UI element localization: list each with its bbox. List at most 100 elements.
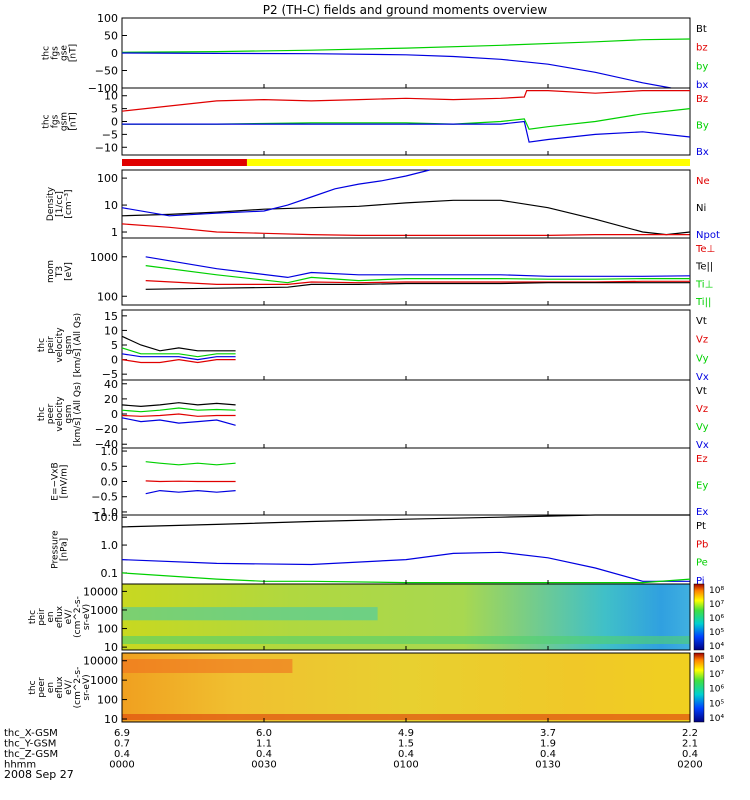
heatmap-band xyxy=(122,636,690,644)
y-axis-label: thc xyxy=(28,610,38,624)
series-line xyxy=(121,407,236,413)
y-axis-label: [nT] xyxy=(69,44,79,62)
y-axis-label: fgs xyxy=(51,46,61,60)
y-axis-label: sr-eV) xyxy=(82,674,92,700)
series-line xyxy=(121,169,430,217)
y-tick-label: −40 xyxy=(95,438,118,451)
y-tick-label: 5 xyxy=(111,103,118,116)
orbit-row-value: 4.9 xyxy=(398,728,414,739)
orbit-row-value: 2.2 xyxy=(682,728,698,739)
series-line xyxy=(121,89,690,112)
colorbar-tick-label: 10⁵ xyxy=(709,699,724,709)
series-line xyxy=(121,413,236,417)
y-axis-label: peer xyxy=(37,677,47,698)
orbit-row-value: 0.4 xyxy=(256,749,272,760)
legend-entry: by xyxy=(696,61,708,72)
y-tick-label: 100 xyxy=(97,694,118,707)
colorbar xyxy=(693,583,705,651)
legend-entry: Vt xyxy=(696,316,707,327)
orbit-row-label: thc_Z-GSM xyxy=(4,749,58,760)
legend-entry: Ne xyxy=(696,176,710,187)
orbit-row-value: 0100 xyxy=(393,760,418,771)
legend-entry: Pe xyxy=(696,558,708,569)
y-tick-label: 100 xyxy=(97,12,118,25)
legend-entry: Ti⊥ xyxy=(695,279,713,290)
y-tick-label: 0.5 xyxy=(101,460,119,473)
colorbar-tick-label: 10⁸ xyxy=(709,655,724,665)
series-line xyxy=(121,551,690,582)
orbit-row-value: 0.4 xyxy=(540,749,556,760)
orbit-row-value: 1.5 xyxy=(398,739,414,750)
heatmap-band xyxy=(122,659,293,673)
panel-mom_temp: 1000 100 mom T3 [eV] Te⊥ Te|| Ti⊥ Ti|| xyxy=(46,237,715,308)
orbit-row-label: hhmm xyxy=(4,760,36,771)
colorbar xyxy=(693,652,705,723)
legend-entry: Vt xyxy=(696,386,707,397)
orbit-row-value: 6.9 xyxy=(114,728,130,739)
series-line xyxy=(121,335,236,352)
orbit-row-value: 0000 xyxy=(109,760,134,771)
legend-entry: Vy xyxy=(696,422,709,433)
y-tick-label: 0 xyxy=(111,47,118,60)
y-axis-label: velocity xyxy=(55,396,65,432)
y-tick-label: −100 xyxy=(88,82,118,95)
panel-frame xyxy=(121,309,691,381)
y-axis-label: [eV] xyxy=(64,262,74,281)
panel-peer_eflux: 10⁸ 10⁷ 10⁶ 10⁵ 10⁴ 10000 1000 100 10 thc peer en ef… xyxy=(28,652,724,726)
legend-entry: Pb xyxy=(696,539,708,550)
orbit-row-value: 0200 xyxy=(677,760,702,771)
legend-entry: bx xyxy=(696,80,708,91)
series-line xyxy=(145,480,236,483)
orbit-annotation: thc_X-GSM 6.9 6.0 4.9 3.7 2.2 thc_Y-GSM 0.7 1.1 1… xyxy=(4,728,703,771)
y-axis-label: en xyxy=(46,611,56,622)
y-axis-label: [km/s] (All Qs) xyxy=(73,382,83,446)
status-bar-red xyxy=(122,159,247,166)
y-axis-label: E=−VxB xyxy=(51,462,61,500)
y-axis-label: sr-eV) xyxy=(82,604,92,630)
panel-peir_eflux: 10⁸ 10⁷ 10⁶ 10⁵ 10⁴ 10000 1000 100 10 thc peir en ef… xyxy=(28,583,724,654)
series-line xyxy=(145,256,691,279)
legend-entry: Vz xyxy=(696,404,708,415)
legend-entry: Npot xyxy=(696,230,720,241)
y-tick-label: 1.0 xyxy=(101,539,119,552)
y-axis-label: eV/ xyxy=(64,609,74,625)
y-axis-label: thc xyxy=(28,680,38,694)
y-axis-label: Density xyxy=(46,186,56,221)
series-line xyxy=(145,282,690,290)
legend-entry: By xyxy=(696,121,709,132)
y-tick-label: 10000 xyxy=(83,585,118,598)
y-tick-label: 0.1 xyxy=(101,567,119,580)
y-axis-label: thc xyxy=(37,338,47,352)
y-axis-label: [cm⁻³] xyxy=(64,189,74,218)
y-axis-label: gsm xyxy=(64,335,74,354)
y-axis-label: eflux xyxy=(55,676,65,699)
colorbar-tick-label: 10⁴ xyxy=(709,642,724,652)
heatmap-band xyxy=(122,607,378,621)
orbit-row-value: 2.1 xyxy=(682,739,698,750)
y-tick-label: 15 xyxy=(104,310,118,323)
legend-entry: Bz xyxy=(696,94,708,105)
status-bar-yellow xyxy=(246,159,690,166)
series-line xyxy=(145,461,236,466)
legend-entry: Ni xyxy=(696,203,706,214)
orbit-row-value: 1.1 xyxy=(256,739,272,750)
orbit-row-value: 0030 xyxy=(251,760,276,771)
y-tick-label: 20 xyxy=(104,393,118,406)
orbit-row-value: 6.0 xyxy=(256,728,272,739)
y-axis-label: fgs xyxy=(51,114,61,128)
y-tick-label: 50 xyxy=(104,30,118,43)
legend-entry: Te⊥ xyxy=(695,244,715,255)
y-axis-label: thc xyxy=(42,114,52,128)
date-label: 2008 Sep 27 xyxy=(4,768,74,781)
y-axis-label: (cm^2-s- xyxy=(73,667,83,709)
y-tick-label: 10000 xyxy=(83,655,118,668)
series-line xyxy=(145,265,690,284)
y-tick-label: 100 xyxy=(97,290,118,303)
series-line xyxy=(121,353,236,361)
y-tick-label: 10.0 xyxy=(94,511,119,524)
legend-entry: Vx xyxy=(696,440,709,451)
legend-entry: Vz xyxy=(696,335,708,346)
y-tick-label: 10 xyxy=(104,199,118,212)
